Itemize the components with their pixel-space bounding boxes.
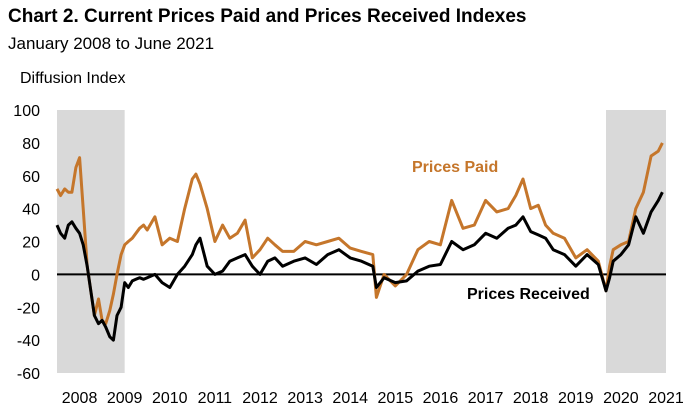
x-tick-label: 2018 (513, 390, 549, 407)
chart-title: Chart 2. Current Prices Paid and Prices … (8, 6, 527, 27)
x-tick-label: 2010 (152, 390, 188, 407)
y-tick-label: 80 (22, 136, 40, 153)
y-tick-label: -40 (17, 333, 40, 350)
y-tick-label: -60 (17, 366, 40, 383)
recession-shading-group (57, 110, 666, 373)
chart-subtitle: January 2008 to June 2021 (8, 34, 215, 53)
x-tick-label: 2020 (603, 390, 639, 407)
y-tick-label: 100 (13, 103, 40, 120)
y-tick-label: -20 (17, 300, 40, 317)
series-label-prices-paid: Prices Paid (412, 159, 498, 176)
x-tick-label: 2014 (332, 390, 368, 407)
y-tick-label: 60 (22, 169, 40, 186)
x-tick-label: 2015 (378, 390, 414, 407)
x-tick-label: 2013 (287, 390, 323, 407)
x-tick-label: 2021 (648, 390, 684, 407)
x-tick-labels: 2008 2009 2010 2011 2012 2013 2014 2015 2016 2017… (62, 390, 684, 407)
series-labels: Prices Paid Prices Received (412, 159, 590, 303)
series-label-prices-received: Prices Received (467, 286, 590, 303)
series-lines (55, 142, 664, 342)
x-tick-label: 2019 (558, 390, 594, 407)
x-tick-label: 2012 (242, 390, 278, 407)
y-tick-labels: 100 80 60 40 20 0 -20 -40 -60 (13, 103, 40, 383)
series-line-prices-paid (55, 142, 664, 326)
shaded-period-1 (57, 110, 125, 373)
x-tick-label: 2016 (423, 390, 459, 407)
series-line-prices-received (55, 191, 664, 342)
y-tick-label: 0 (31, 267, 40, 284)
shaded-period-2 (606, 110, 666, 373)
y-tick-label: 20 (22, 235, 40, 252)
x-tick-label: 2017 (468, 390, 504, 407)
y-tick-label: 40 (22, 202, 40, 219)
x-tick-label: 2008 (62, 390, 98, 407)
x-tick-label: 2009 (107, 390, 143, 407)
x-tick-label: 2011 (198, 390, 233, 407)
y-axis-label: Diffusion Index (20, 70, 126, 87)
